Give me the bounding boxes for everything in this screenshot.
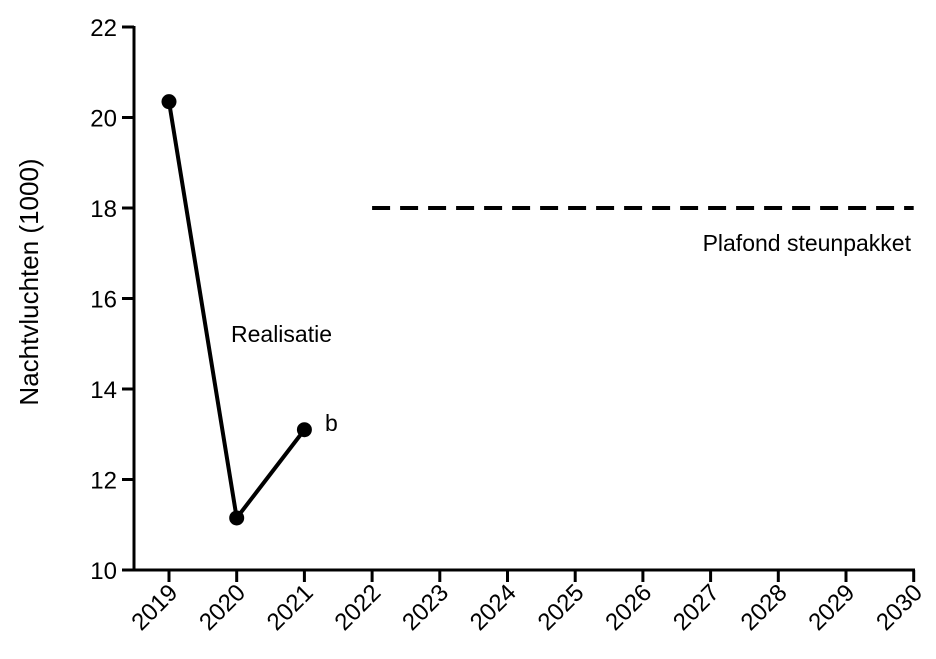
data-point: [229, 510, 245, 526]
series-layer: [161, 94, 914, 526]
annotation-realisatie: Realisatie: [231, 321, 332, 347]
y-axis-title: Nachtvluchten (1000): [14, 158, 44, 405]
y-tick-label: 16: [90, 287, 117, 314]
y-tick-label: 22: [90, 15, 117, 42]
series-line: [167, 101, 306, 520]
x-tick-label: 2020: [194, 579, 251, 636]
x-tick-label: 2030: [871, 579, 928, 636]
x-tick-label: 2028: [736, 579, 793, 636]
x-tick-label: 2024: [465, 579, 522, 636]
data-point: [296, 422, 312, 438]
annotation-plafond-steunpakket: Plafond steunpakket: [703, 230, 912, 256]
x-tick-label: 2023: [397, 579, 454, 636]
x-tick-label: 2025: [533, 579, 590, 636]
y-tick-label: 18: [90, 196, 117, 223]
data-point: [161, 94, 177, 110]
x-tick-label: 2022: [329, 579, 386, 636]
annotation-b: b: [325, 410, 338, 436]
x-tick-label: 2019: [126, 579, 183, 636]
y-tick-label: 12: [90, 468, 117, 495]
x-tick-label: 2021: [262, 579, 319, 636]
y-tick-label: 10: [90, 558, 117, 585]
y-tick-label: 20: [90, 106, 117, 133]
x-tick-label: 2026: [600, 579, 657, 636]
y-tick-label: 14: [90, 377, 117, 404]
x-tick-label: 2027: [668, 579, 725, 636]
x-tick-label: 2029: [803, 579, 860, 636]
